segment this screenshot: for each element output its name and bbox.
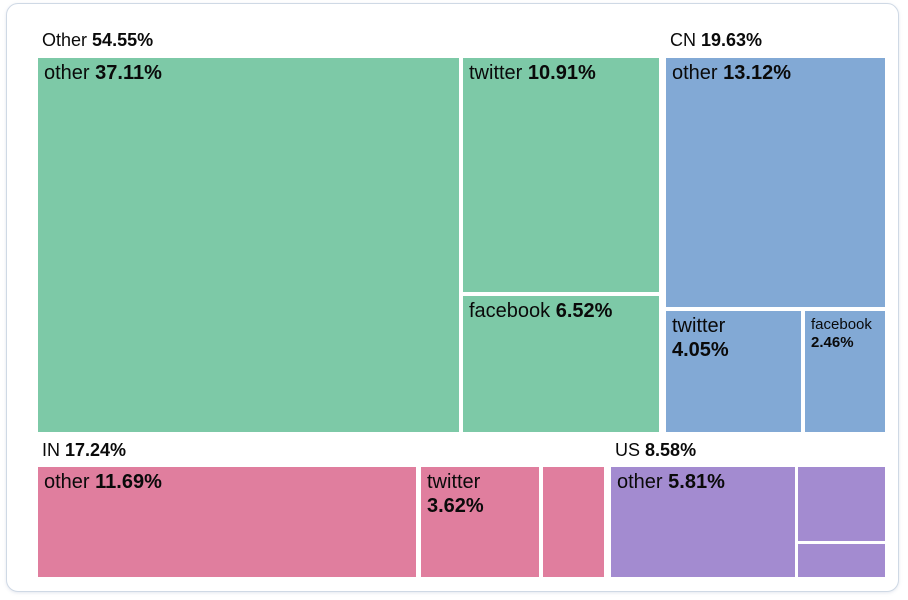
cell-share: 3.62% (427, 495, 484, 517)
cell-label: facebook (469, 300, 551, 322)
cell-share: 4.05% (672, 339, 729, 361)
cell-share: 11.69% (95, 471, 162, 493)
group-name: US (615, 440, 641, 460)
cell-label: other (617, 471, 663, 493)
cell-other-other[interactable]: other 37.11% (38, 58, 459, 432)
group-name: Other (42, 30, 88, 50)
cell-share: 2.46% (811, 334, 854, 351)
cell-share: 13.12% (723, 62, 791, 84)
cell-label: twitter (672, 315, 726, 337)
cell-us-unlabeled-top[interactable] (798, 467, 885, 541)
cell-in-other[interactable]: other 11.69% (38, 467, 416, 577)
cell-cn-twitter[interactable]: twitter 4.05% (666, 311, 801, 432)
cell-label: twitter (427, 471, 481, 493)
cell-label: twitter (469, 62, 523, 84)
cell-share: 10.91% (527, 62, 596, 84)
group-share: 54.55% (92, 30, 154, 50)
treemap-card: Other 54.55% CN 19.63% IN 17.24% US 8.58… (6, 3, 899, 592)
cell-share: 6.52% (555, 300, 613, 322)
group-name: IN (42, 440, 60, 460)
cell-in-unlabeled-small[interactable] (543, 467, 604, 577)
cell-other-twitter[interactable]: twitter 10.91% (463, 58, 659, 292)
cell-label: facebook (811, 316, 872, 333)
cell-label: other (44, 62, 90, 84)
cell-label: other (44, 471, 90, 493)
group-header-other: Other 54.55% (42, 30, 153, 51)
cell-in-twitter[interactable]: twitter 3.62% (421, 467, 539, 577)
cell-cn-facebook[interactable]: facebook 2.46% (805, 311, 885, 432)
cell-us-other[interactable]: other 5.81% (611, 467, 795, 577)
group-header-us: US 8.58% (615, 440, 696, 461)
cell-other-facebook[interactable]: facebook 6.52% (463, 296, 659, 432)
cell-cn-other[interactable]: other 13.12% (666, 58, 885, 307)
group-share: 17.24% (65, 440, 127, 460)
group-header-cn: CN 19.63% (670, 30, 762, 51)
group-share: 19.63% (701, 30, 763, 50)
cell-us-unlabeled-bottom[interactable] (798, 544, 885, 577)
group-name: CN (670, 30, 696, 50)
group-share: 8.58% (645, 440, 697, 460)
cell-share: 37.11% (95, 62, 162, 84)
cell-share: 5.81% (668, 471, 725, 493)
cell-label: other (672, 62, 718, 84)
group-header-in: IN 17.24% (42, 440, 126, 461)
